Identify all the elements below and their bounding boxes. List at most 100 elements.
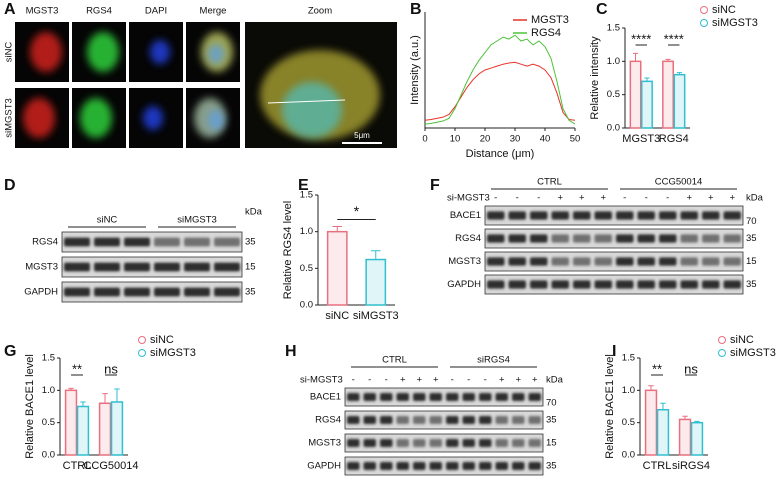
sign: + [499,375,505,386]
error-bar [102,393,108,404]
bar [365,258,387,306]
band [380,416,393,424]
sign: + [686,193,692,204]
sign: - [537,193,540,204]
sign: + [515,375,521,386]
sign: - [352,375,355,386]
band-label: RGS4 [315,415,341,426]
band [446,462,459,470]
band [396,462,409,470]
kda-marker: 15 [245,262,256,273]
band [380,393,393,401]
sign: - [516,193,519,204]
sign: + [579,193,585,204]
band [528,393,541,401]
band [594,211,612,220]
bar [326,230,348,306]
band [462,393,475,401]
band [551,257,569,266]
band [347,462,360,470]
band [396,416,409,424]
band [64,262,90,272]
band [396,393,409,401]
band-label: MGST3 [25,262,58,273]
band [551,280,569,289]
error-bar [644,77,650,82]
sign: - [385,375,388,386]
band [413,439,426,447]
error-bar [332,226,343,232]
band [512,393,525,401]
band [528,439,541,447]
column-label: MGST3 [26,6,59,17]
band [214,262,240,272]
blot-strip [344,433,544,453]
panel-letter: A [4,1,16,18]
y-axis-label: Relative intensity [589,36,601,120]
band [702,257,720,266]
significance: **** [664,31,684,46]
x-tick-label: siRGS4 [672,460,710,472]
band [446,393,459,401]
band [573,280,591,289]
band [659,257,677,266]
sign: - [666,193,669,204]
band [363,462,376,470]
bar [662,60,674,129]
blot-strip [484,251,744,272]
row-label: siNC [4,42,15,63]
band [723,211,741,220]
band [479,462,492,470]
band [413,416,426,424]
band [530,257,548,266]
band [551,234,569,243]
band [429,416,442,424]
band [124,287,150,297]
band [659,211,677,220]
nucleus [208,44,224,64]
band [214,287,240,297]
band [495,439,508,447]
band [184,287,210,297]
y-axis-label: Intensity (a.u.) [409,35,421,105]
kda-marker: 70 [546,398,557,409]
panel-letter: F [430,177,440,194]
scale-label: 5μm [354,131,370,140]
band [380,462,393,470]
band [487,257,505,266]
band [396,439,409,447]
scale-bar [342,142,382,144]
band [512,462,525,470]
kda-marker: 35 [245,287,256,298]
band [154,262,180,272]
blot-strip [344,387,544,407]
band [680,211,698,220]
group-label: siRGS4 [477,355,510,366]
x-axis-label: Distance (μm) [466,148,535,160]
y-tick-label: 1.5 [42,353,55,364]
error-bar [694,420,700,423]
band [573,211,591,220]
band-label: RGS4 [32,237,58,248]
panel-letter: B [410,1,422,18]
band [363,439,376,447]
error-bar [682,415,688,420]
error-bar [80,401,86,407]
band [429,462,442,470]
cell [87,32,119,72]
sign: - [494,193,497,204]
row-label: siMGST3 [4,98,15,138]
sign: + [532,375,538,386]
legend-marker [138,336,146,344]
y-tick-label: 0.5 [42,417,55,428]
blot-strip [484,274,744,295]
sign: + [416,375,422,386]
x-tick-label: CTRL [63,460,92,472]
band [702,280,720,289]
treatment-label: si-MGST3 [447,193,490,204]
micrographs [15,22,397,148]
nucleus [208,110,224,130]
y-axis-label: Relative BACE1 level [24,354,36,459]
x-tick-label: RGS4 [659,133,689,145]
